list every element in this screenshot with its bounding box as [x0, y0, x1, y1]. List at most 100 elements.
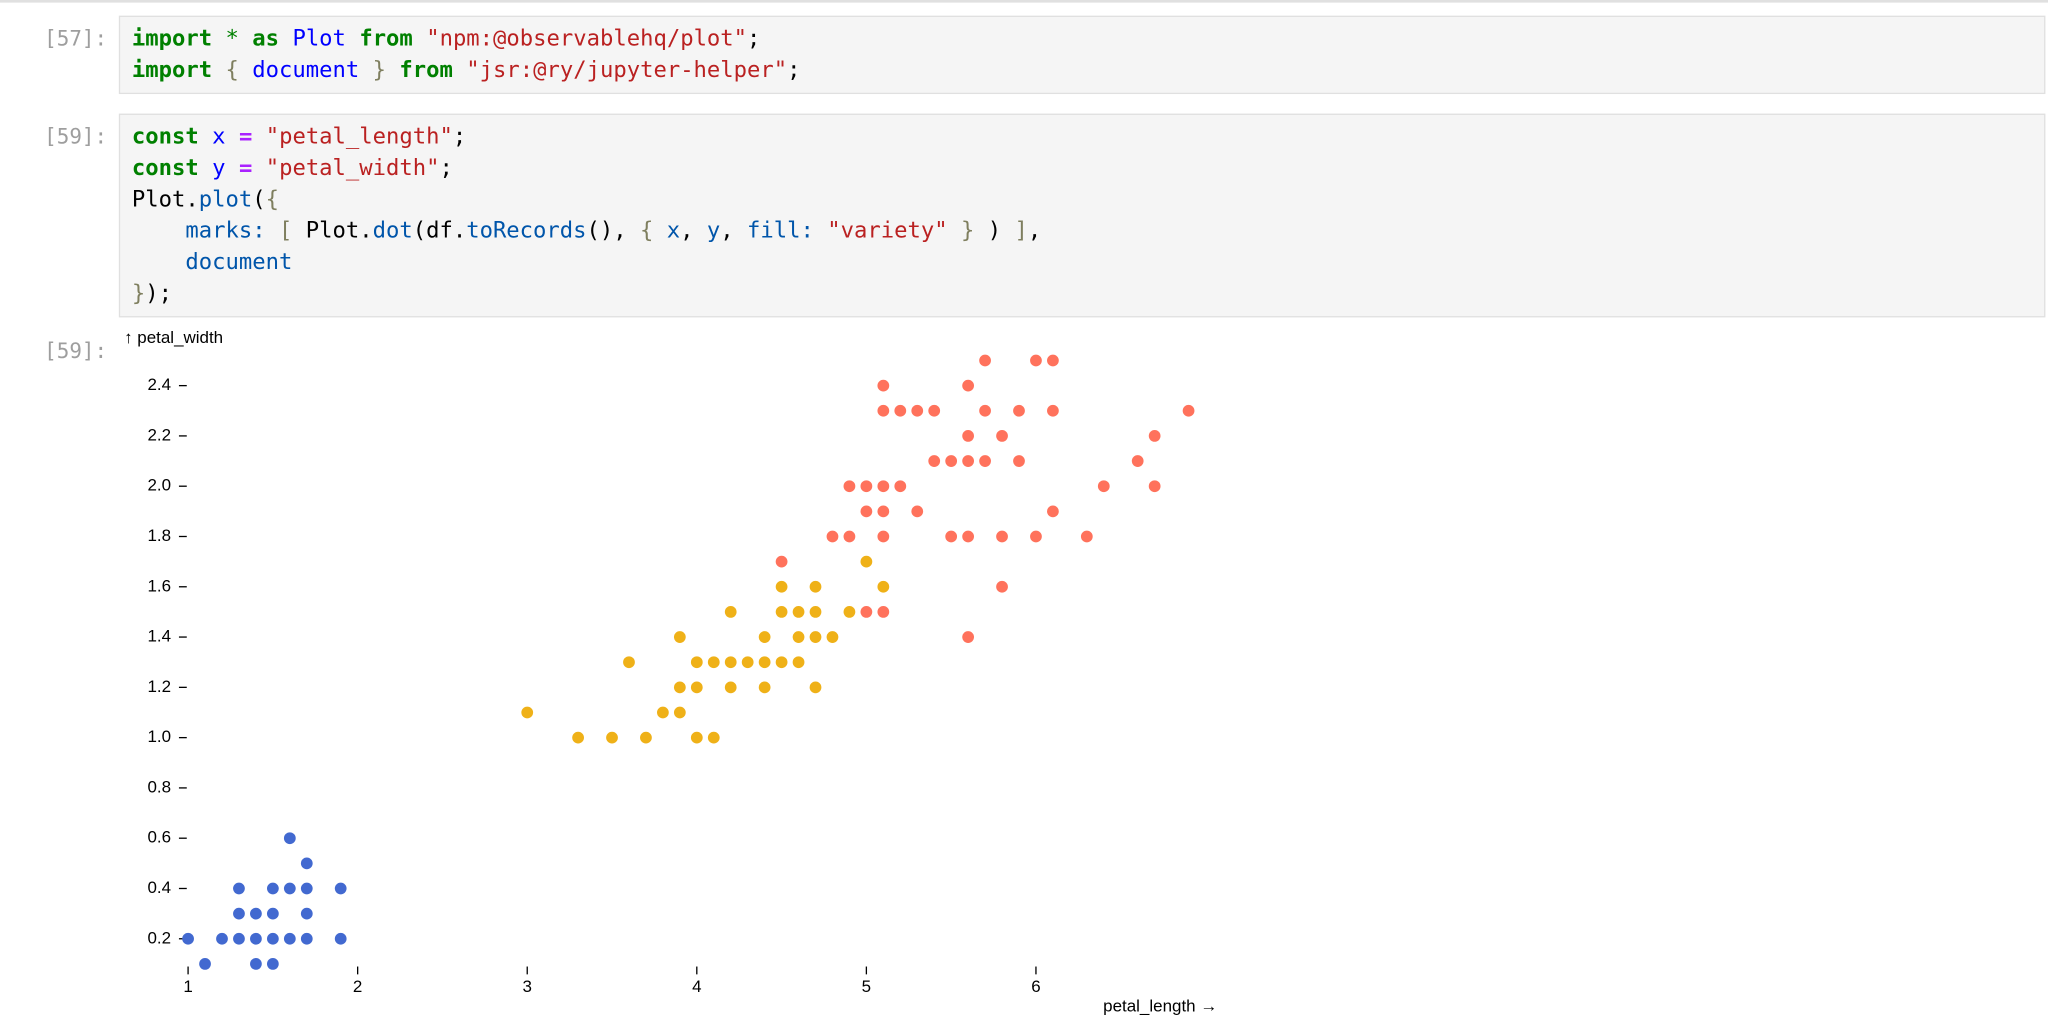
- dot: [979, 354, 991, 367]
- dot: [724, 681, 737, 694]
- code-token: "variety": [827, 218, 948, 245]
- dot: [266, 907, 279, 920]
- code-token: Plot: [292, 26, 346, 53]
- code-token: document: [131, 249, 293, 276]
- dot: [843, 530, 856, 543]
- dot: [996, 580, 1008, 593]
- dot: [724, 656, 737, 669]
- code-line: import { document } from "jsr:@ry/jupyte…: [132, 55, 2032, 86]
- code-token: const: [131, 155, 199, 182]
- code-token: as: [252, 26, 280, 53]
- dot: [300, 882, 313, 895]
- code-token: [239, 26, 252, 52]
- code-line: });: [132, 278, 2032, 309]
- dot: [521, 706, 534, 719]
- dot: [877, 606, 890, 618]
- dot: [690, 681, 703, 694]
- code-token: {: [265, 186, 280, 213]
- dot: [911, 505, 924, 518]
- code-token: plot: [198, 186, 253, 213]
- output-prompt: [59]:: [44, 338, 108, 364]
- dot: [775, 580, 788, 593]
- code-token: toRecords: [466, 218, 587, 245]
- code-token: document: [252, 57, 360, 84]
- code-line: const y = "petal_width";: [132, 153, 2032, 184]
- top-border: [0, 0, 2048, 3]
- dot: [758, 681, 771, 694]
- code-token: ): [974, 218, 1015, 245]
- code-token: from: [399, 57, 453, 84]
- code-token: );: [145, 280, 173, 307]
- code-token: x: [666, 218, 681, 245]
- code-token: (: [252, 186, 266, 213]
- code-token: }: [372, 57, 387, 84]
- code-token: [413, 26, 426, 52]
- dot: [775, 555, 788, 568]
- dot: [962, 530, 975, 543]
- y-tick-label: 1.0: [148, 727, 172, 746]
- dot: [860, 606, 873, 618]
- code-token: [239, 57, 252, 83]
- code-token: [279, 26, 292, 52]
- code-token: [386, 57, 399, 83]
- cell-prompt: [59]:: [44, 124, 108, 149]
- dot: [809, 631, 822, 643]
- dot: [809, 681, 822, 694]
- dot: [860, 480, 873, 493]
- dot: [894, 404, 907, 417]
- dot: [843, 480, 856, 493]
- dot: [707, 731, 720, 744]
- dot: [894, 480, 907, 493]
- y-tick-label: 1.2: [148, 677, 172, 696]
- code-token: [212, 26, 225, 52]
- code-token: ;: [452, 124, 467, 151]
- x-axis-label: petal_length →: [1103, 997, 1217, 1016]
- code-token: [359, 57, 372, 83]
- code-token: [: [265, 218, 306, 245]
- code-token: {: [225, 57, 239, 84]
- dot: [250, 932, 262, 945]
- dot: [233, 932, 245, 945]
- code-token: import: [131, 26, 213, 53]
- code-token: Plot.: [305, 218, 373, 245]
- code-token: x: [212, 124, 226, 151]
- y-tick-label: 1.6: [148, 576, 172, 595]
- dot: [300, 932, 313, 945]
- dot: [334, 932, 347, 945]
- dot: [266, 882, 279, 895]
- dot: [673, 681, 686, 694]
- dot: [199, 958, 211, 970]
- dot: [860, 555, 873, 568]
- code-token: fill:: [747, 218, 814, 245]
- code-token: ,: [720, 218, 748, 245]
- dot: [962, 455, 975, 467]
- code-line: import * as Plot from "npm:@observablehq…: [132, 24, 2032, 55]
- code-token: "petal_length": [265, 124, 453, 151]
- dot: [266, 932, 279, 945]
- dot: [877, 480, 890, 493]
- code-token: =: [238, 124, 253, 151]
- dot: [758, 631, 771, 643]
- code-line: document: [132, 247, 2032, 278]
- code-token: [199, 124, 212, 150]
- dot: [300, 857, 313, 870]
- dot: [877, 505, 890, 518]
- code-token: (),: [586, 218, 641, 245]
- code-token: [226, 155, 239, 181]
- dot: [233, 907, 245, 920]
- code-token: ;: [787, 57, 801, 84]
- dot: [860, 505, 873, 518]
- cell-prompt: [57]:: [44, 26, 108, 51]
- dot: [1148, 480, 1161, 493]
- code-cell: const x = "petal_length"; const y = "peta…: [118, 113, 2046, 318]
- dot: [877, 580, 890, 593]
- code-token: const: [131, 124, 199, 151]
- x-tick-label: 3: [523, 977, 532, 996]
- dot: [1097, 480, 1110, 493]
- y-tick-label: 1.8: [148, 526, 172, 545]
- code-token: [199, 155, 212, 181]
- dot: [945, 455, 958, 467]
- y-tick-label: 2.4: [148, 375, 172, 394]
- code-token: }: [131, 280, 146, 307]
